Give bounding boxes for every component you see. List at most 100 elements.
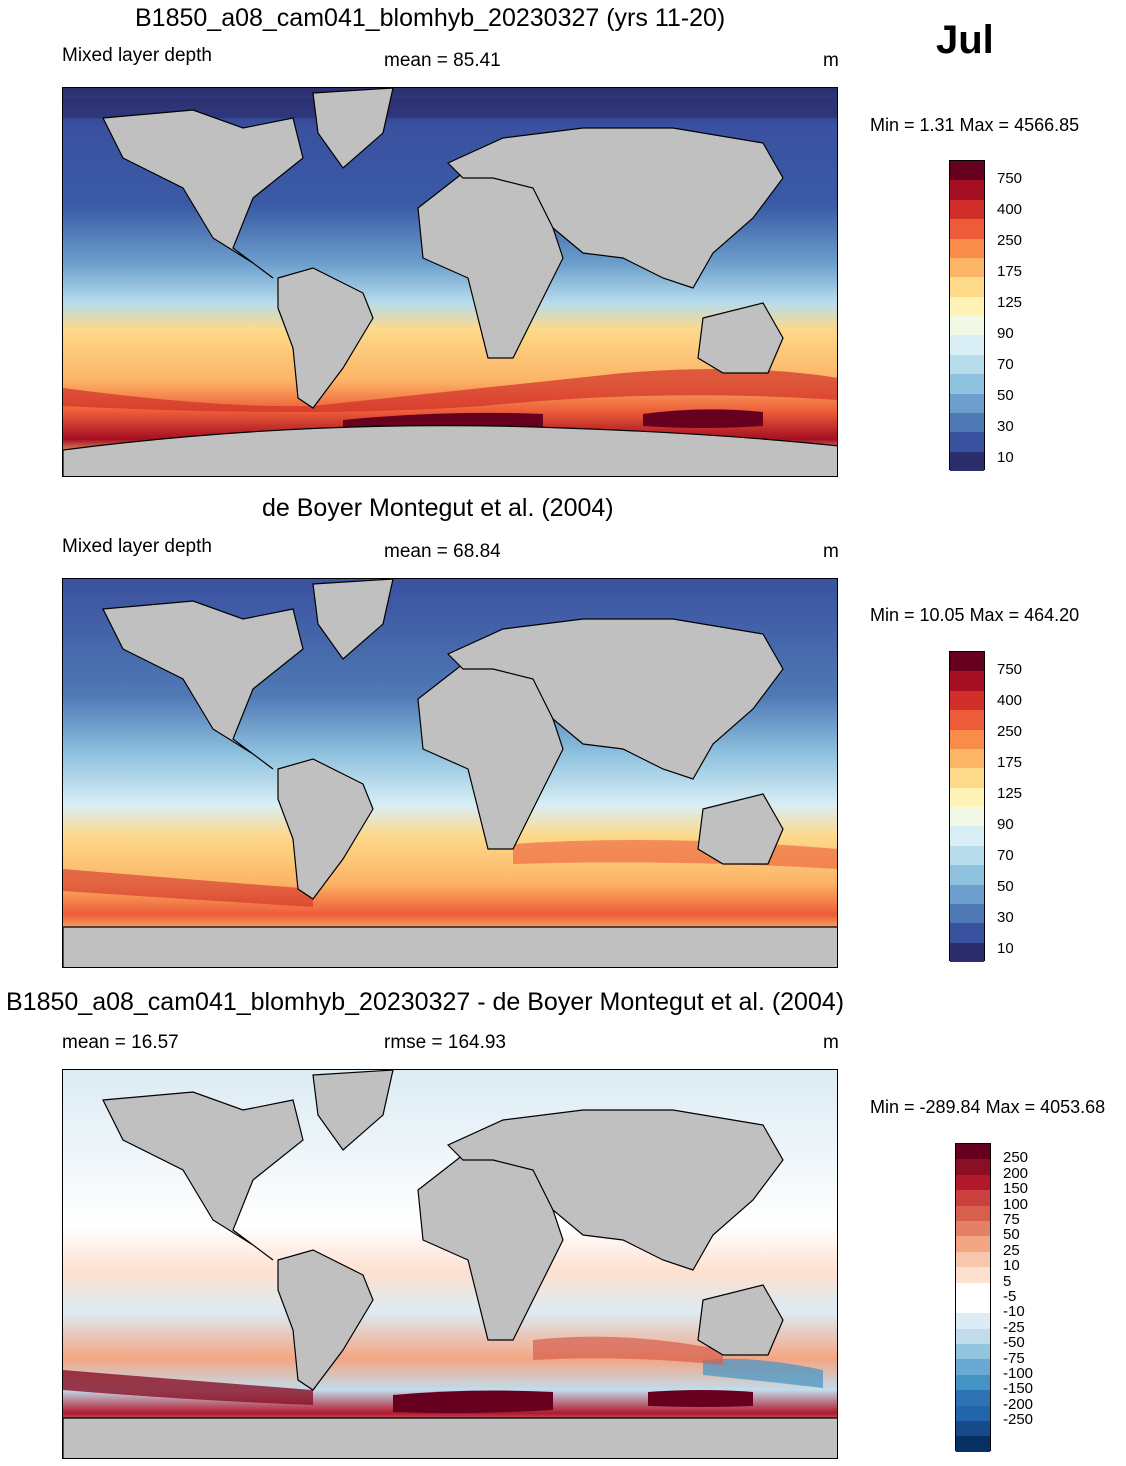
colorbar-swatch <box>950 865 984 885</box>
colorbar-swatch <box>956 1297 990 1314</box>
panel2-minmax: Min = 10.05 Max = 464.20 <box>870 605 1080 625</box>
colorbar-swatch <box>950 923 984 943</box>
colorbar-swatch <box>950 652 984 672</box>
colorbar-swatch <box>950 845 984 866</box>
colorbar-tick-label: -75 <box>1003 1349 1025 1367</box>
colorbar-tick-label: 30 <box>997 909 1014 927</box>
colorbar-tick-label: -250 <box>1003 1411 1034 1429</box>
colorbar-tick-label: 10 <box>1003 1257 1020 1275</box>
panel3-units: m <box>823 1032 839 1053</box>
panel3-rmse: rmse = 164.93 <box>384 1032 506 1053</box>
colorbar-swatch <box>956 1251 990 1268</box>
colorbar-tick-label: 25 <box>1003 1241 1020 1259</box>
land-masses <box>63 1070 837 1458</box>
panel2-map <box>62 578 838 968</box>
colorbar-swatch <box>956 1267 990 1283</box>
colorbar-tick-label: 125 <box>997 294 1023 312</box>
colorbar-swatch <box>950 826 984 846</box>
colorbar-tick-label: 175 <box>997 754 1023 772</box>
colorbar-tick-label: 50 <box>1003 1226 1020 1244</box>
colorbar-swatch <box>950 238 984 258</box>
colorbar-swatch <box>950 161 984 181</box>
colorbar-swatch <box>950 710 984 730</box>
panel3-minmax: Min = -289.84 Max = 4053.68 <box>870 1097 1106 1117</box>
colorbar-swatch <box>956 1421 990 1437</box>
land-masses <box>63 579 837 967</box>
colorbar-tick-label: -200 <box>1003 1395 1034 1413</box>
colorbar-swatch <box>950 451 984 471</box>
colorbar-swatch <box>956 1220 990 1237</box>
colorbar-swatch <box>950 316 984 336</box>
colorbar-tick-label: -5 <box>1003 1288 1017 1305</box>
colorbar-tick-label: 250 <box>997 723 1023 741</box>
panel1-minmax: Min = 1.31 Max = 4566.85 <box>870 115 1080 135</box>
colorbar-swatch <box>950 807 984 827</box>
panel3-title: B1850_a08_cam041_blomhyb_20230327 - de B… <box>6 988 845 1016</box>
colorbar-swatch <box>950 296 984 316</box>
colorbar-swatch <box>956 1159 990 1175</box>
colorbar-swatch <box>950 412 984 433</box>
colorbar-swatch <box>950 257 984 278</box>
colorbar-swatch <box>950 393 984 413</box>
colorbar-tick-label: 250 <box>1003 1149 1029 1167</box>
colorbar-tick-label: 50 <box>997 878 1014 896</box>
month-label: Jul <box>936 18 994 62</box>
colorbar-tick-label: 100 <box>1003 1195 1029 1213</box>
panel2-mean: mean = 68.84 <box>384 541 501 562</box>
colorbar-swatch <box>956 1374 990 1391</box>
panel1-units: m <box>823 50 839 71</box>
colorbar-tick-label: 5 <box>1003 1272 1012 1290</box>
colorbar-swatch <box>950 690 984 711</box>
colorbar-swatch <box>956 1359 990 1375</box>
land-masses <box>63 88 837 476</box>
panel1-mean: mean = 85.41 <box>384 50 501 71</box>
colorbar-tick-label: 10 <box>997 449 1014 467</box>
colorbar-swatch <box>950 277 984 297</box>
colorbar-tick-label: 70 <box>997 847 1014 865</box>
colorbar-tick-label: 400 <box>997 201 1023 219</box>
colorbar-swatch <box>956 1174 990 1191</box>
colorbar-tick-label: 250 <box>997 232 1023 250</box>
colorbar-tick-label: 400 <box>997 692 1023 710</box>
colorbar-swatch <box>956 1144 990 1160</box>
colorbar-tick-label: 200 <box>1003 1164 1029 1182</box>
colorbar-swatch <box>950 432 984 452</box>
colorbar-tick-label: 10 <box>997 940 1014 958</box>
colorbar-swatch <box>950 942 984 962</box>
colorbar-swatch <box>950 748 984 769</box>
panel3-colorbar <box>955 1143 991 1452</box>
colorbar-swatch <box>950 199 984 220</box>
colorbar-tick-label: 150 <box>1003 1180 1029 1198</box>
panel1-variable: Mixed layer depth <box>62 45 212 66</box>
colorbar-swatch <box>950 335 984 355</box>
colorbar-swatch <box>956 1236 990 1252</box>
colorbar-tick-label: 30 <box>997 418 1014 436</box>
colorbar-tick-label: 175 <box>997 263 1023 281</box>
colorbar-tick-label: -150 <box>1003 1380 1034 1398</box>
panel2-variable: Mixed layer depth <box>62 536 212 557</box>
colorbar-swatch <box>950 787 984 807</box>
colorbar-tick-label: 750 <box>997 661 1023 679</box>
colorbar-swatch <box>956 1205 990 1221</box>
panel2-colorbar <box>949 651 985 962</box>
panel2-title: de Boyer Montegut et al. (2004) <box>262 494 614 522</box>
colorbar-swatch <box>956 1344 990 1360</box>
colorbar-swatch <box>956 1282 990 1298</box>
colorbar-swatch <box>950 219 984 239</box>
colorbar-tick-label: 90 <box>997 816 1014 834</box>
colorbar-tick-label: 90 <box>997 325 1014 343</box>
colorbar-swatch <box>950 768 984 788</box>
colorbar-swatch <box>956 1390 990 1406</box>
colorbar-swatch <box>956 1328 990 1345</box>
colorbar-tick-label: 70 <box>997 356 1014 374</box>
panel1-map <box>62 87 838 477</box>
colorbar-tick-label: -25 <box>1003 1318 1025 1336</box>
colorbar-swatch <box>950 884 984 904</box>
colorbar-tick-label: 50 <box>997 387 1014 405</box>
colorbar-tick-label: 125 <box>997 785 1023 803</box>
colorbar-tick-label: -100 <box>1003 1365 1034 1382</box>
panel1-colorbar <box>949 160 985 471</box>
colorbar-swatch <box>950 903 984 924</box>
colorbar-swatch <box>950 354 984 375</box>
colorbar-swatch <box>956 1436 990 1452</box>
